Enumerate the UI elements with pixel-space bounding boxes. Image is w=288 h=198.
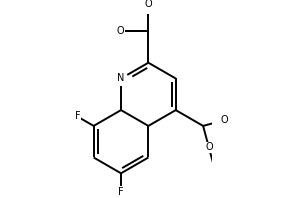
Text: O: O: [221, 115, 228, 125]
Text: F: F: [75, 111, 80, 122]
Text: O: O: [117, 26, 125, 36]
Text: O: O: [145, 0, 152, 9]
Text: N: N: [117, 73, 125, 84]
Text: F: F: [118, 187, 124, 197]
Text: O: O: [205, 143, 213, 152]
